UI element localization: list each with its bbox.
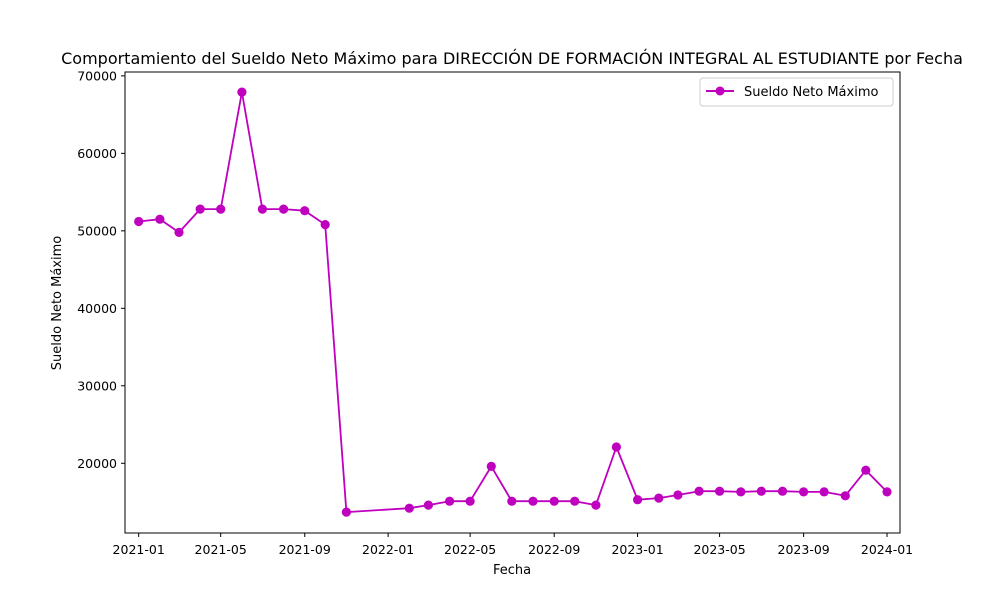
x-tick-label: 2022-09 (528, 542, 580, 557)
data-point (819, 487, 829, 497)
x-tick-label: 2021-09 (279, 542, 331, 557)
y-tick-label: 30000 (77, 378, 117, 393)
x-tick-label: 2024-01 (861, 542, 913, 557)
data-point (465, 496, 475, 506)
legend-box (699, 77, 894, 107)
data-point (341, 507, 351, 517)
y-tick-label: 50000 (77, 223, 117, 238)
data-point (611, 442, 622, 452)
data-point (654, 493, 664, 503)
y-tick-label: 60000 (77, 146, 117, 161)
data-point (549, 496, 559, 506)
data-point (673, 490, 683, 500)
data-point (777, 486, 788, 496)
data-point (404, 503, 414, 513)
data-point (486, 461, 496, 471)
legend: Sueldo Neto Máximo (699, 77, 894, 107)
x-tick-label: 2022-05 (444, 542, 496, 557)
data-point (174, 227, 184, 237)
series-layer (134, 87, 892, 517)
data-point (237, 87, 247, 97)
x-axis-label: Fecha (493, 563, 531, 578)
data-point (134, 216, 144, 227)
data-point (155, 214, 165, 224)
x-tick-label: 2022-01 (362, 542, 414, 557)
data-point (756, 486, 766, 496)
series-line (138, 91, 888, 513)
x-axis: 2021-01 2021-05 2021-09 2022-01 2022-05 2022-… (113, 533, 913, 557)
data-point (882, 487, 892, 497)
data-point (320, 220, 330, 230)
data-point (423, 500, 433, 510)
y-tick-label: 70000 (77, 68, 117, 83)
x-tick-label: 2021-01 (113, 542, 165, 557)
data-point (445, 496, 455, 506)
data-point (300, 206, 310, 216)
data-point (279, 204, 289, 214)
data-point (861, 465, 871, 475)
y-tick-label: 20000 (77, 456, 117, 471)
plot-area (124, 71, 901, 534)
y-axis-label: Sueldo Neto Máximo (50, 236, 65, 370)
data-point (591, 500, 601, 510)
data-point (507, 496, 517, 506)
data-point (195, 204, 205, 214)
legend-label: Sueldo Neto Máximo (744, 85, 878, 100)
x-tick-label: 2023-01 (611, 542, 663, 557)
data-point (216, 204, 226, 214)
data-point (799, 487, 809, 497)
data-point (736, 487, 746, 497)
y-axis: 20000 30000 40000 50000 60000 70000 (77, 68, 125, 471)
data-point (633, 495, 643, 505)
x-tick-label: 2023-05 (693, 542, 745, 557)
chart-title: Comportamiento del Sueldo Neto Máximo pa… (61, 49, 963, 68)
x-tick-label: 2023-09 (778, 542, 830, 557)
data-point (570, 496, 580, 506)
data-point (840, 491, 850, 501)
data-point (528, 496, 538, 506)
y-tick-label: 40000 (77, 301, 117, 316)
data-point (257, 204, 267, 214)
data-point (715, 486, 725, 496)
data-point (694, 486, 704, 496)
x-tick-label: 2021-05 (195, 542, 247, 557)
legend-point-marker (715, 86, 725, 96)
